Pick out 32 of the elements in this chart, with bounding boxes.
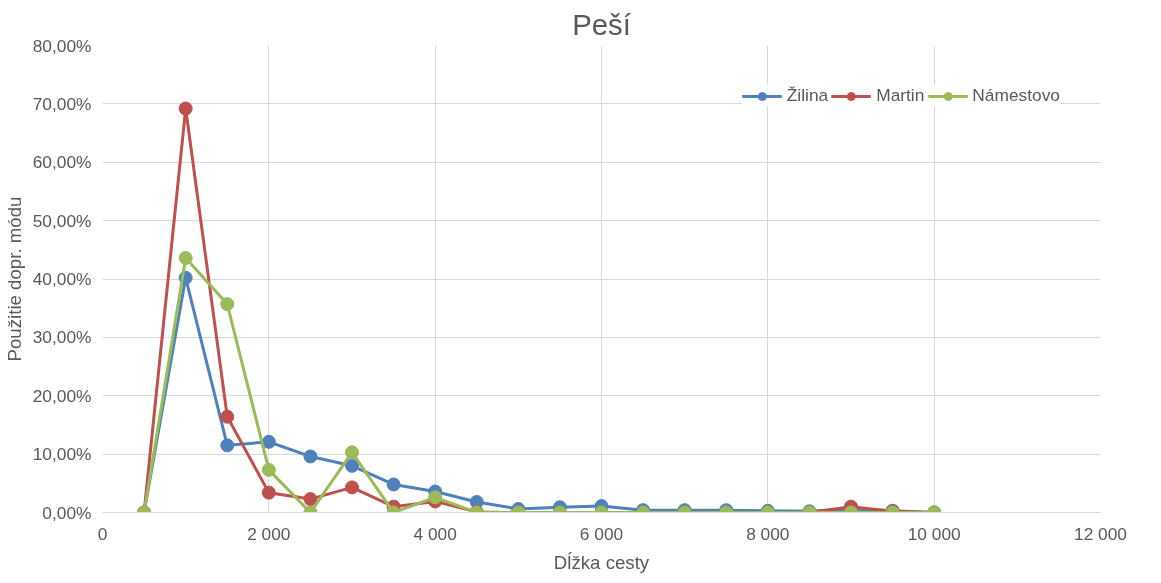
x-tick-label: 8 000 [746,523,790,544]
point [178,251,193,265]
x-tick-label: 12 000 [1074,523,1127,544]
point [220,297,235,312]
y-tick-label: 0,00% [42,502,92,523]
x-tick-label: 2 000 [247,523,291,544]
x-axis-title: Dĺžka cesty [553,551,650,573]
point [261,462,276,477]
point [345,445,359,460]
y-tick-label: 80,00% [32,35,92,56]
chart-title: Peší [572,7,631,41]
point [220,409,235,424]
x-tick-label: 4 000 [413,523,457,544]
y-tick-label: 40,00% [32,269,92,289]
point [303,449,318,464]
y-tick-label: 60,00% [32,152,92,173]
legend-label: Námestovo [972,85,1060,106]
x-tick-label: 6 000 [579,523,624,544]
y-tick-label: 70,00% [32,93,92,114]
x-tick-label: 0 [97,523,108,544]
point [220,438,235,453]
y-axis-title: Použitie dopr. módu [3,196,25,362]
y-tick-label: 30,00% [32,327,92,348]
point [178,101,193,116]
point [345,458,359,473]
x-tick-label: 10 000 [907,523,961,544]
y-tick-label: 20,00% [32,385,92,406]
y-tick-label: 10,00% [32,444,92,465]
y-tick-label: 50,00% [32,210,92,231]
legend-label: Žilina [786,85,829,106]
point [261,434,276,449]
legend-label: Martin [876,85,925,106]
